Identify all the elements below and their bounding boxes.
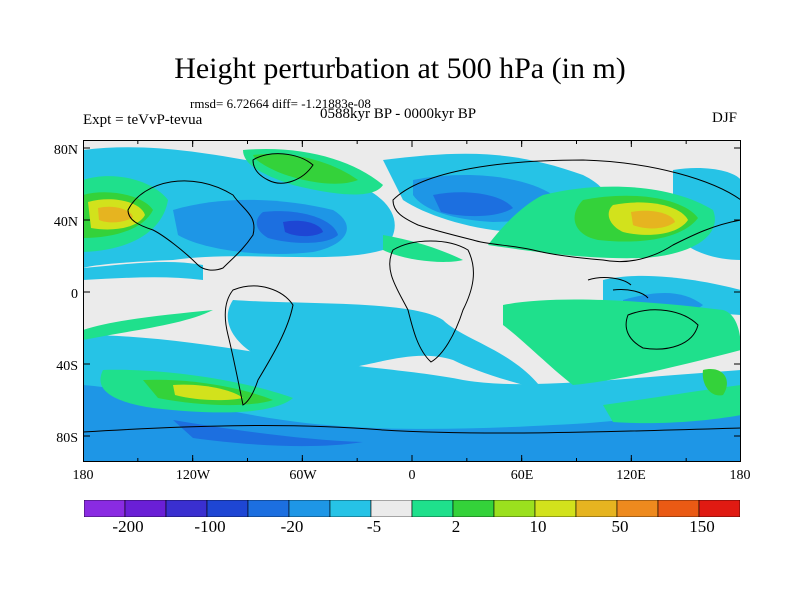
colorbar-label: -5 <box>366 517 382 536</box>
positive-anomaly-peak <box>98 206 675 229</box>
africa-coast <box>389 240 474 363</box>
y-tick-label: 80S <box>56 431 78 446</box>
north-america-coast <box>127 180 255 271</box>
experiment-label: Expt = teVvP-tevua <box>83 112 203 128</box>
colorbar-swatch <box>698 500 740 517</box>
eurasia-coast <box>392 159 741 263</box>
x-tick-label: 60W <box>289 468 317 483</box>
south-america-coast <box>224 285 294 406</box>
colorbar-label: 2 <box>451 517 461 536</box>
x-tick-label: 180 <box>729 468 751 483</box>
x-tick-label: 60E <box>510 468 534 483</box>
colorbar-label: 50 <box>611 517 629 536</box>
colorbar-swatch <box>165 500 208 517</box>
colorbar-swatch <box>206 500 249 517</box>
y-tick-label: 40S <box>56 359 78 374</box>
colorbar-swatch <box>452 500 495 517</box>
colorbar-swatch <box>329 500 372 517</box>
rmsd-stats: rmsd= 6.72664 diff= -1.21883e-08 <box>190 96 371 111</box>
season-label: DJF <box>712 110 738 126</box>
y-tick-label: 0 <box>71 287 78 302</box>
colorbar-swatch <box>247 500 290 517</box>
x-tick-label: 180 <box>72 468 94 483</box>
colorbar-label: -200 <box>112 517 144 536</box>
colorbar-swatch <box>370 500 413 517</box>
plot-title: Height perturbation at 500 hPa (in m) <box>174 52 626 85</box>
colorbar-swatch <box>124 500 167 517</box>
colorbar-swatch <box>657 500 700 517</box>
x-tick-label: 120E <box>616 468 646 483</box>
x-tick-label: 120W <box>175 468 211 483</box>
height-map <box>83 140 741 462</box>
y-tick-label: 40N <box>53 215 78 230</box>
axis-ticks <box>83 140 741 462</box>
colorbar-swatch <box>411 500 454 517</box>
coastlines <box>83 153 741 434</box>
colorbar-label: 150 <box>689 517 715 536</box>
colorbar-swatch <box>616 500 659 517</box>
x-tick-label: 0 <box>408 468 416 483</box>
greenland-coast <box>252 153 314 184</box>
period-label: 0588kyr BP - 0000kyr BP <box>320 106 477 122</box>
colorbar-label: -20 <box>280 517 304 536</box>
colorbar <box>84 500 740 517</box>
colorbar-label: -100 <box>194 517 226 536</box>
colorbar-swatch <box>288 500 331 517</box>
australia-coast <box>625 309 699 350</box>
colorbar-swatch <box>575 500 618 517</box>
colorbar-swatch <box>84 500 126 517</box>
antarctica-coast <box>83 425 741 434</box>
negative-anomaly-deep <box>283 220 323 237</box>
maritime-continent-coast <box>587 277 649 299</box>
colorbar-swatch <box>493 500 536 517</box>
colorbar-swatch <box>534 500 577 517</box>
colorbar-label: 10 <box>529 517 547 536</box>
y-tick-label: 80N <box>53 143 78 158</box>
